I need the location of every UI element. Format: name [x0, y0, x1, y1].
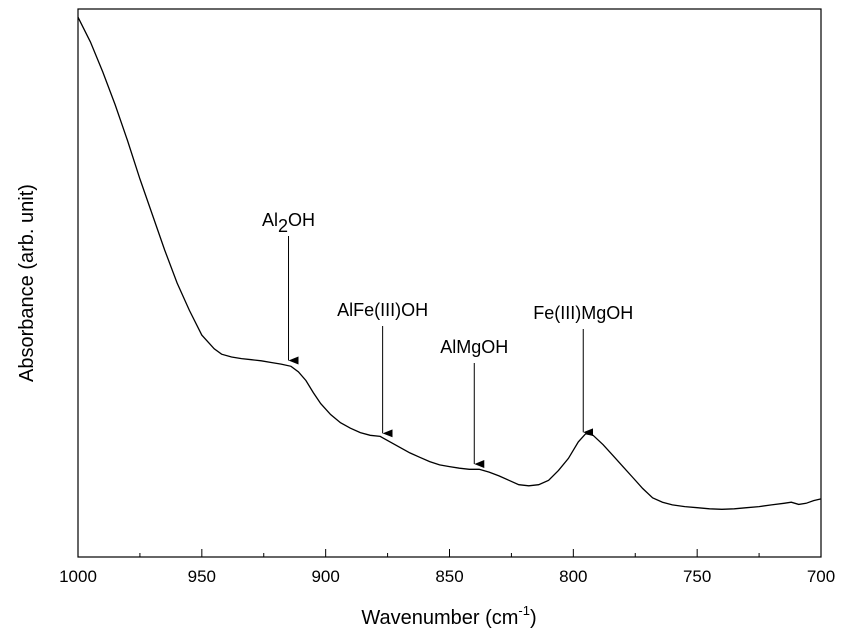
peak-annotation-subscript: 2: [278, 216, 288, 236]
x-tick-label: 1000: [59, 567, 97, 586]
x-axis-ticks: [77, 549, 822, 557]
peak-annotation-label: AlMgOH: [440, 337, 508, 357]
plot-frame: [77, 8, 822, 558]
series-line: [77, 16, 822, 510]
x-axis-title-superscript: -1: [518, 603, 530, 618]
peak-annotation: AlMgOH: [440, 337, 508, 469]
x-tick-label: 900: [311, 567, 339, 586]
x-tick-label: 950: [188, 567, 216, 586]
peak-annotation: Fe(III)MgOH: [533, 303, 633, 437]
peak-annotation: AlFe(III)OH: [337, 300, 428, 438]
peak-annotation-label: AlFe(III)OH: [337, 300, 428, 320]
x-tick-label: 850: [435, 567, 463, 586]
x-axis-tick-labels: 1000 950 900 850 800 750 700: [59, 567, 835, 586]
x-axis-title: Wavenumber (cm-1): [361, 603, 536, 629]
x-tick-label: 700: [807, 567, 835, 586]
peak-annotation: Al2OH: [262, 210, 315, 365]
x-tick-label: 750: [683, 567, 711, 586]
peak-annotation-label: Fe(III)MgOH: [533, 303, 633, 323]
y-axis-title: Absorbance (arb. unit): [16, 184, 38, 382]
peak-annotation-label: Al2OH: [262, 210, 315, 236]
x-axis-title-close: ): [530, 607, 537, 629]
peak-annotations: Al2OH AlFe(III)OH AlMgOH Fe(III)MgOH: [262, 210, 633, 469]
x-tick-label: 800: [559, 567, 587, 586]
